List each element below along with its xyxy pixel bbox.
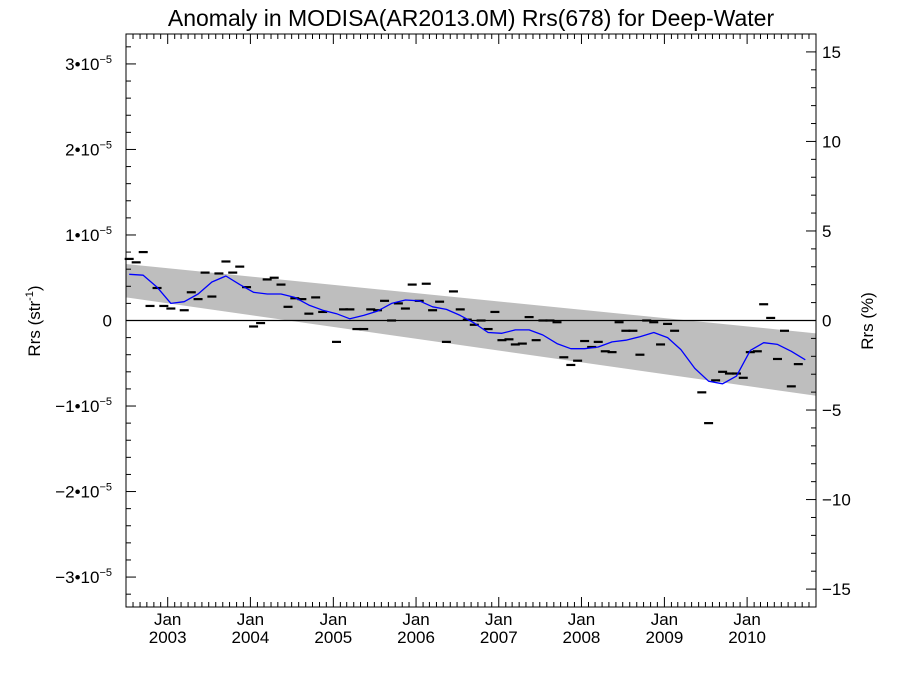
x-tick-month: Jan xyxy=(154,610,181,629)
y-tick-mantissa: −2•10 xyxy=(55,483,99,502)
x-tick-year: 2003 xyxy=(149,628,187,647)
chart-title: Anomaly in MODISA(AR2013.0M) Rrs(678) fo… xyxy=(168,5,775,31)
x-tick-month: Jan xyxy=(568,610,595,629)
y-tick-exponent: −5 xyxy=(99,482,112,494)
y-tick-label: 0 xyxy=(103,312,112,331)
y-tick-mantissa: 0 xyxy=(103,312,112,331)
x-tick-month: Jan xyxy=(402,610,429,629)
x-tick-month: Jan xyxy=(651,610,678,629)
x-tick-month: Jan xyxy=(320,610,347,629)
y2-tick-label: 10 xyxy=(822,132,841,151)
y-axis-label-left-base: Rrs (str xyxy=(25,301,44,357)
y-tick-mantissa: 2•10 xyxy=(65,140,99,159)
y-tick-exponent: −5 xyxy=(99,225,112,237)
y2-tick-label: 15 xyxy=(822,43,841,62)
y-axis-label-right: Rrs (%) xyxy=(858,292,877,350)
y-axis-label-left-sup: -1 xyxy=(24,291,36,301)
x-tick-year: 2006 xyxy=(397,628,435,647)
x-tick-month: Jan xyxy=(237,610,264,629)
x-tick-year: 2005 xyxy=(314,628,352,647)
y-tick-mantissa: −1•10 xyxy=(55,397,99,416)
y2-tick-label: −5 xyxy=(822,401,841,420)
x-tick-month: Jan xyxy=(485,610,512,629)
x-tick-month: Jan xyxy=(733,610,760,629)
y2-tick-label: 5 xyxy=(822,222,831,241)
y-tick-mantissa: −3•10 xyxy=(55,568,99,587)
y-tick-exponent: −5 xyxy=(99,396,112,408)
x-tick-year: 2007 xyxy=(480,628,518,647)
y-axis-label-left-close: ) xyxy=(25,285,44,291)
x-tick-year: 2009 xyxy=(645,628,683,647)
y2-tick-label: −15 xyxy=(822,580,851,599)
chart: −3•10−5 −2•10−5 −1•10−5 0 1•10−5 2•10−5 3•10−5… xyxy=(0,0,900,675)
y-tick-mantissa: 3•10 xyxy=(65,55,99,74)
y2-tick-label: −10 xyxy=(822,491,851,510)
y-tick-mantissa: 1•10 xyxy=(65,226,99,245)
y-tick-exponent: −5 xyxy=(99,54,112,66)
x-tick-year: 2008 xyxy=(563,628,601,647)
y-tick-exponent: −5 xyxy=(99,139,112,151)
y-tick-exponent: −5 xyxy=(99,567,112,579)
y2-tick-label: 0 xyxy=(822,312,831,331)
x-tick-year: 2004 xyxy=(231,628,269,647)
x-tick-year: 2010 xyxy=(728,628,766,647)
chart-svg: −3•10−5−2•10−5−1•10−501•10−52•10−53•10−5… xyxy=(0,0,900,675)
